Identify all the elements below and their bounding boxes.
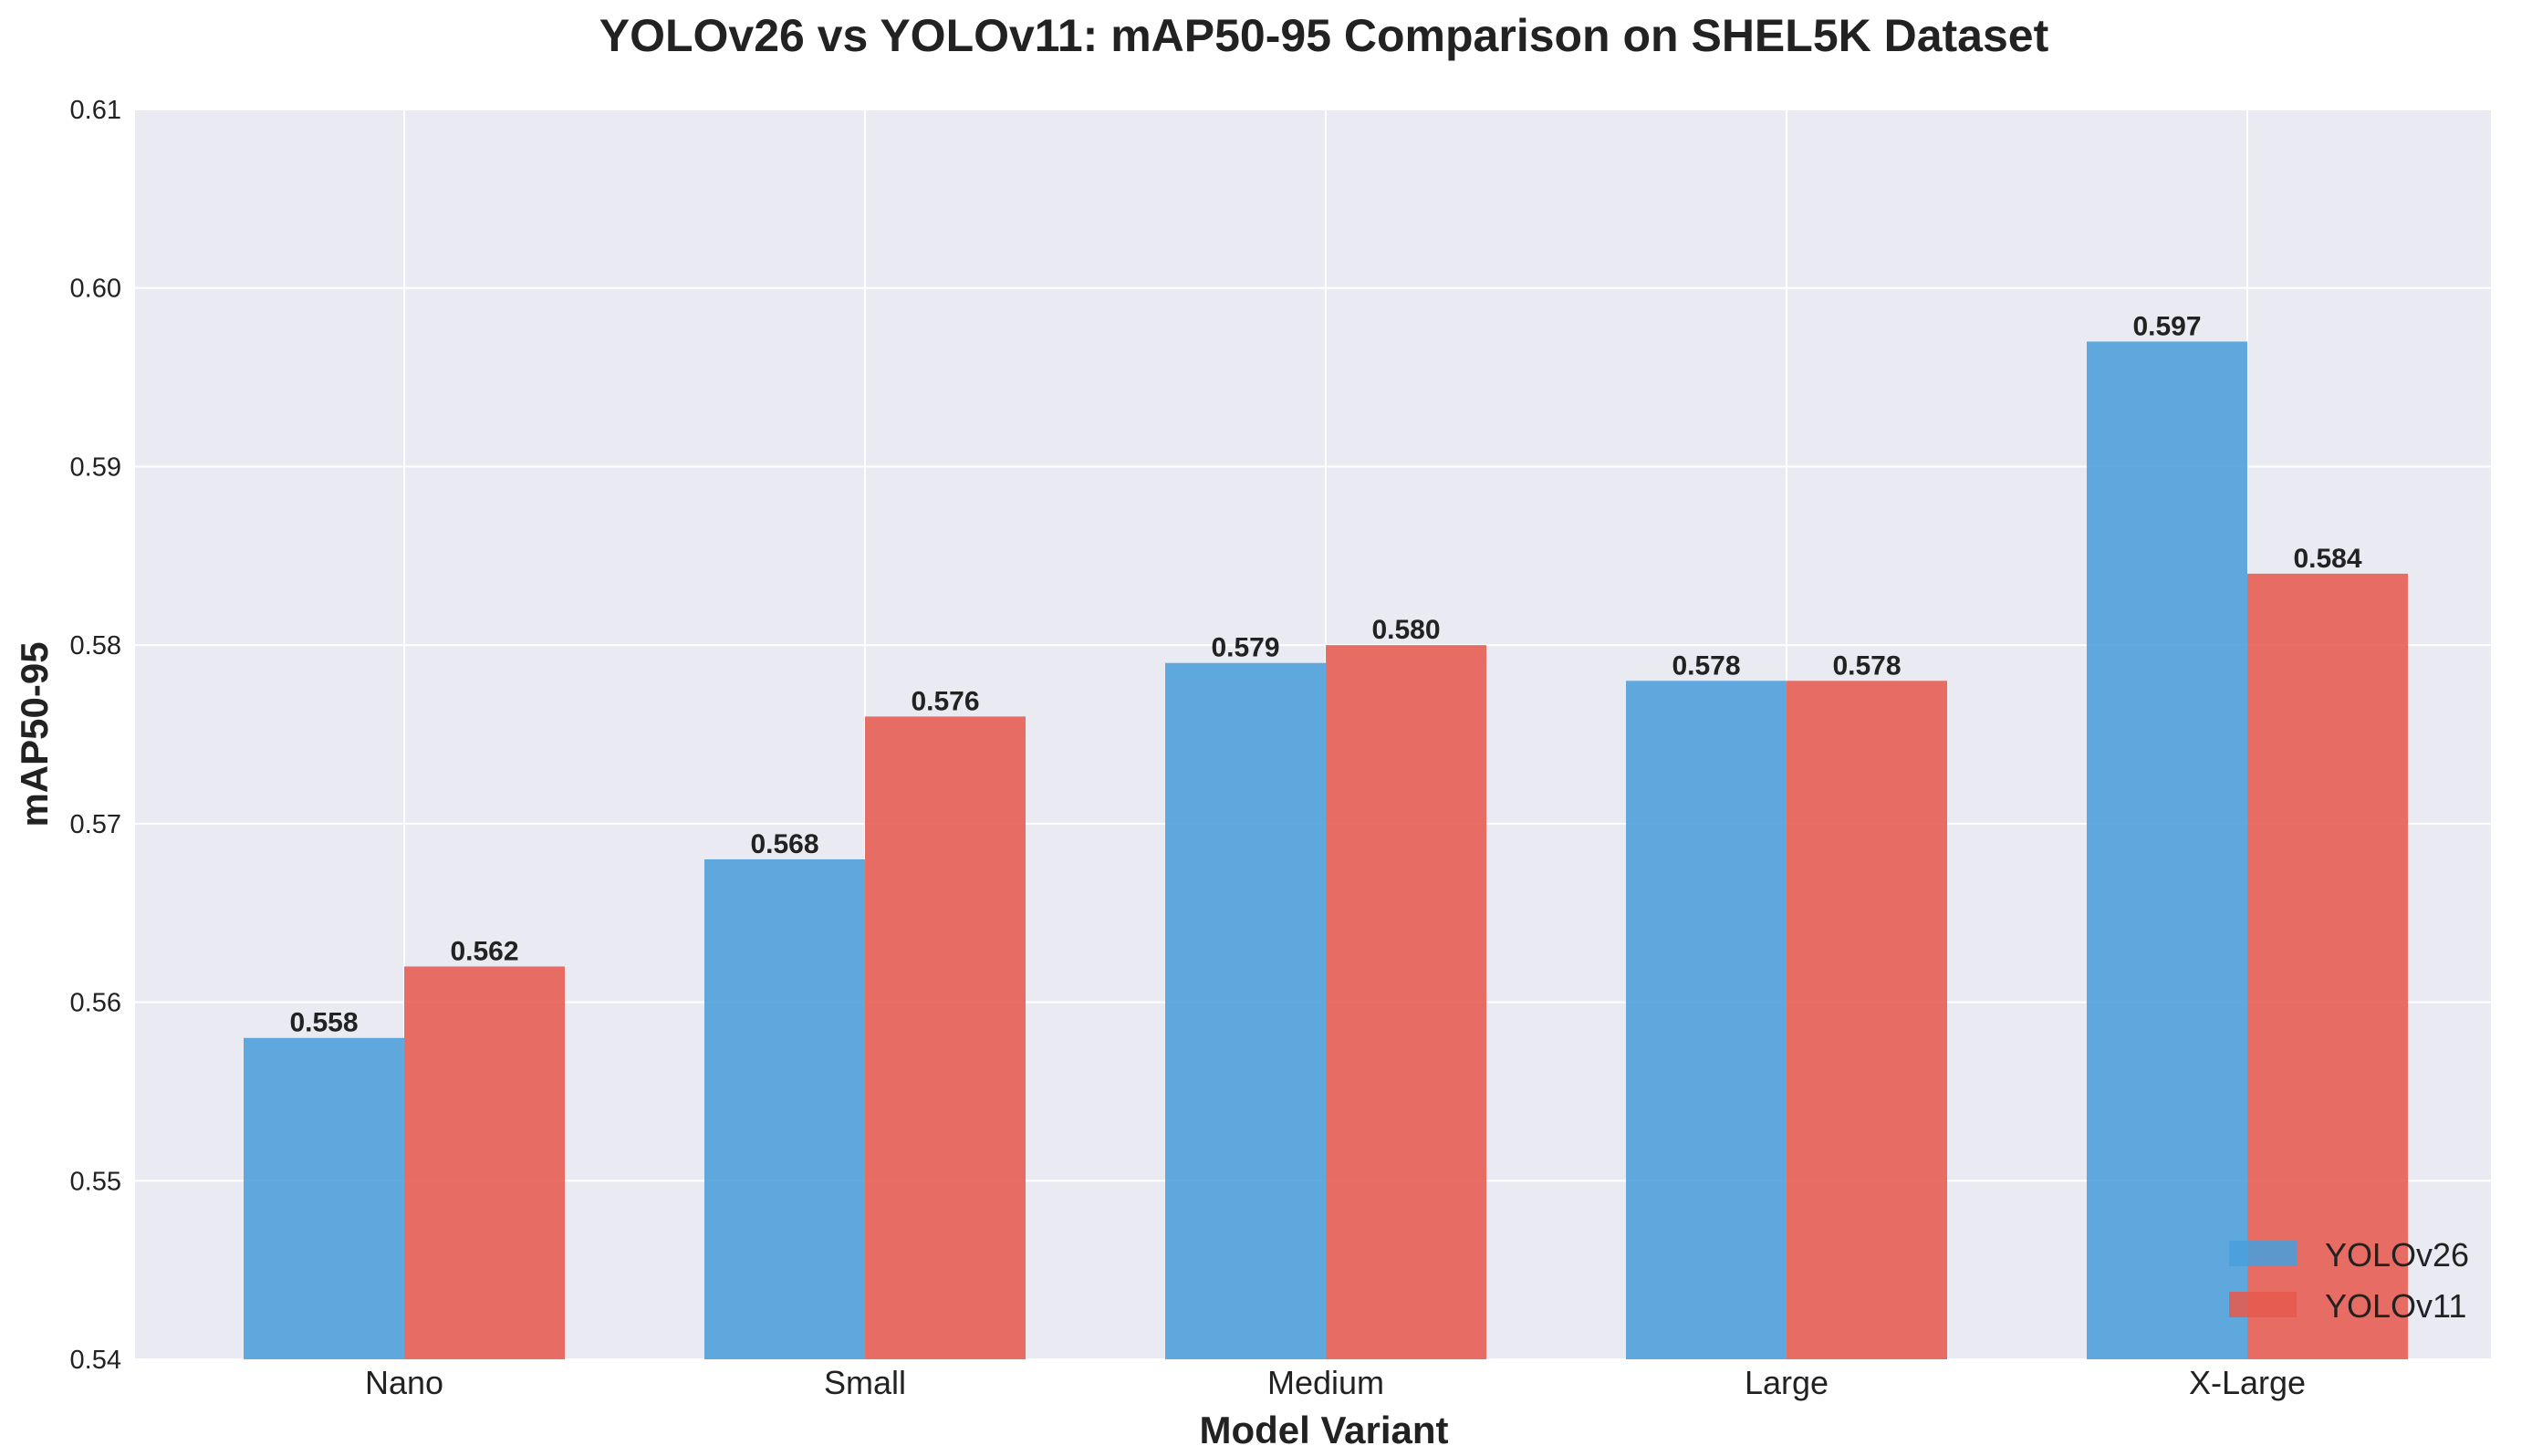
- y-tick-label: 0.58: [70, 631, 121, 660]
- x-tick-label: Small: [824, 1364, 906, 1401]
- y-axis-ticks: 0.54 0.55 0.56 0.57 0.58 0.59 0.60 0.61: [70, 96, 121, 1375]
- y-tick-label: 0.61: [70, 96, 121, 125]
- bar-yolov26-medium: [1165, 662, 1326, 1359]
- data-label: 0.576: [911, 686, 979, 716]
- legend-label-yolov11: YOLOv11: [2325, 1287, 2466, 1325]
- bar-yolov11-large: [1787, 681, 1947, 1359]
- labels-layer: 0.558 0.568 0.579 0.578 0.597 0.562 0.576 0.580…: [289, 311, 2361, 1037]
- data-label: 0.584: [2293, 544, 2361, 574]
- chart-title: YOLOv26 vs YOLOv11: mAP50-95 Comparison …: [599, 10, 2049, 61]
- legend-label-yolov26: YOLOv26: [2325, 1236, 2469, 1274]
- bar-yolov26-nano: [244, 1037, 404, 1359]
- data-label: 0.558: [289, 1008, 358, 1038]
- bar-yolov26-small: [704, 859, 865, 1359]
- data-label: 0.580: [1371, 615, 1440, 645]
- data-label: 0.578: [1832, 650, 1901, 681]
- x-axis-label: Model Variant: [1199, 1409, 1448, 1451]
- x-tick-label: Medium: [1267, 1364, 1384, 1401]
- y-tick-label: 0.57: [70, 810, 121, 839]
- bars-layer: [244, 341, 2408, 1359]
- bar-yolov11-nano: [404, 966, 565, 1359]
- x-axis-ticks: Nano Small Medium Large X-Large: [365, 1364, 2306, 1401]
- y-tick-label: 0.60: [70, 275, 121, 304]
- y-tick-label: 0.56: [70, 989, 121, 1018]
- legend-swatch-yolov11: [2229, 1292, 2297, 1317]
- bar-yolov11-medium: [1326, 645, 1486, 1359]
- bar-yolov11-small: [865, 716, 1026, 1359]
- legend: YOLOv26 YOLOv11: [2229, 1236, 2469, 1325]
- x-tick-label: Large: [1745, 1364, 1829, 1401]
- legend-swatch-yolov26: [2229, 1241, 2297, 1266]
- y-tick-label: 0.59: [70, 452, 121, 482]
- y-axis-label: mAP50-95: [13, 641, 56, 827]
- data-label: 0.578: [1672, 650, 1740, 681]
- x-tick-label: Nano: [365, 1364, 443, 1401]
- data-label: 0.568: [750, 829, 818, 859]
- y-tick-label: 0.54: [70, 1346, 121, 1375]
- data-label: 0.562: [450, 936, 518, 966]
- y-tick-label: 0.55: [70, 1167, 121, 1196]
- data-label: 0.597: [2132, 311, 2201, 341]
- x-tick-label: X-Large: [2189, 1364, 2306, 1401]
- data-label: 0.579: [1211, 633, 1279, 663]
- bar-yolov26-x-large: [2087, 341, 2247, 1359]
- bar-yolov11-x-large: [2247, 573, 2408, 1359]
- bar-yolov26-large: [1626, 681, 1787, 1359]
